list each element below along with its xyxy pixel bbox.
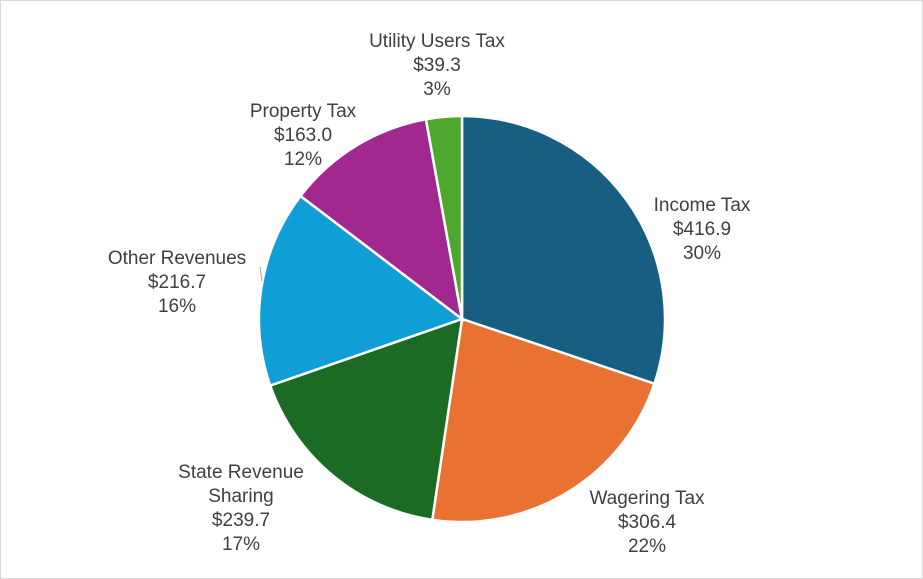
slice-value: $239.7 xyxy=(211,510,271,531)
slice-percent: 22% xyxy=(627,536,667,557)
slice-label: Utility Users Tax xyxy=(369,31,505,52)
pie-slice-property-tax xyxy=(298,117,464,322)
slice-value: $416.9 xyxy=(672,219,732,240)
slice-percent: 17% xyxy=(221,534,261,555)
leader-line xyxy=(259,266,263,282)
slice-label: Sharing xyxy=(208,486,274,507)
slice-label: Wagering Tax xyxy=(589,488,705,509)
slice-percent: 16% xyxy=(157,296,197,317)
pie-slice-income-tax xyxy=(460,114,667,386)
data-label-utility-users-tax: Utility Users Tax $39.3 3% xyxy=(369,30,505,102)
data-label-property-tax: Property Tax $163.0 12% xyxy=(250,100,356,172)
pie-slice-other-revenues xyxy=(257,194,465,388)
slice-label: State Revenue xyxy=(178,462,304,483)
slice-value: $163.0 xyxy=(273,125,333,146)
slice-value: $216.7 xyxy=(147,272,207,293)
slice-label: Income Tax xyxy=(653,195,751,216)
slice-percent: 3% xyxy=(423,79,451,100)
slice-label: Other Revenues xyxy=(107,248,247,269)
pie-slice-utility-users-tax xyxy=(424,114,464,320)
data-label-income-tax: Income Tax $416.9 30% xyxy=(654,194,751,266)
slice-value: $306.4 xyxy=(617,512,677,533)
pie-slice-wagering-tax xyxy=(430,317,656,524)
data-label-wagering-tax: Wagering Tax $306.4 22% xyxy=(589,487,704,559)
slice-percent: 30% xyxy=(682,243,722,264)
data-label-other-revenues: Other Revenues $216.7 16% xyxy=(108,247,246,319)
slice-value: $39.3 xyxy=(413,55,461,76)
data-label-state-revenue-sharing: State Revenue Sharing $239.7 17% xyxy=(178,461,304,557)
slice-label: Property Tax xyxy=(249,101,357,122)
slice-percent: 12% xyxy=(283,149,323,170)
